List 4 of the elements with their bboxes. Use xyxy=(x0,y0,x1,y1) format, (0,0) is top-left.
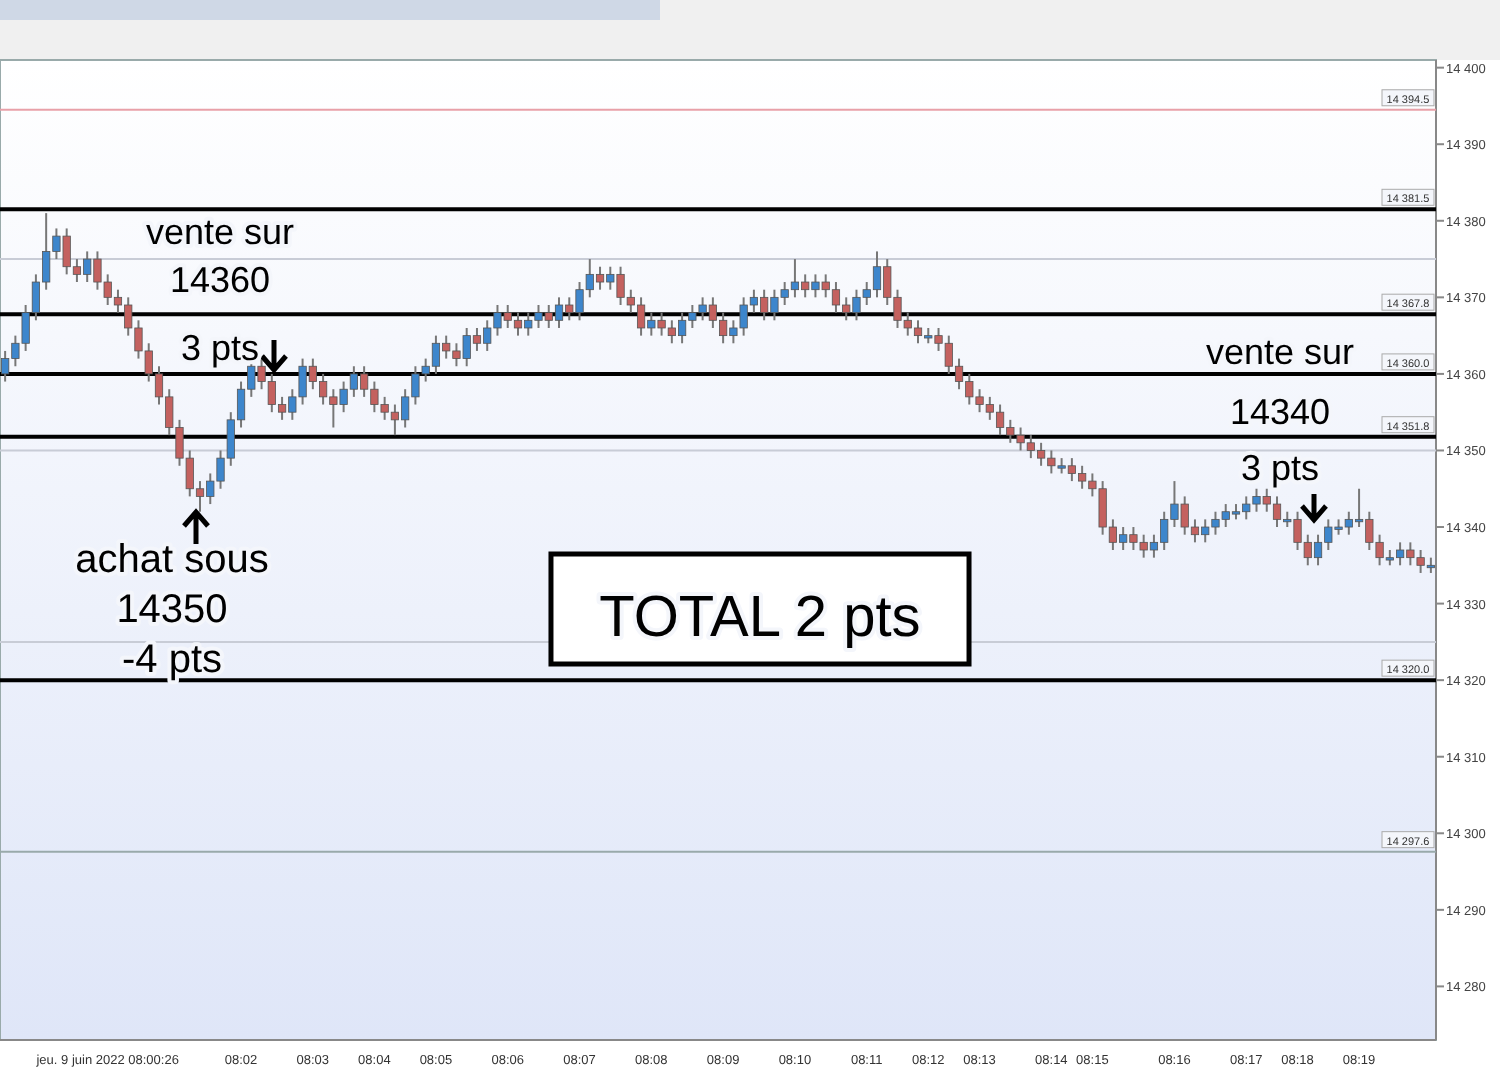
annotation: vente sur 14340 3 pts xyxy=(1205,332,1355,488)
annotation: TOTAL 2 pts xyxy=(599,586,921,650)
annotation: vente sur 14360 3 pts xyxy=(145,212,295,368)
annotation: achat sous 14350 -4 pts xyxy=(75,538,269,682)
